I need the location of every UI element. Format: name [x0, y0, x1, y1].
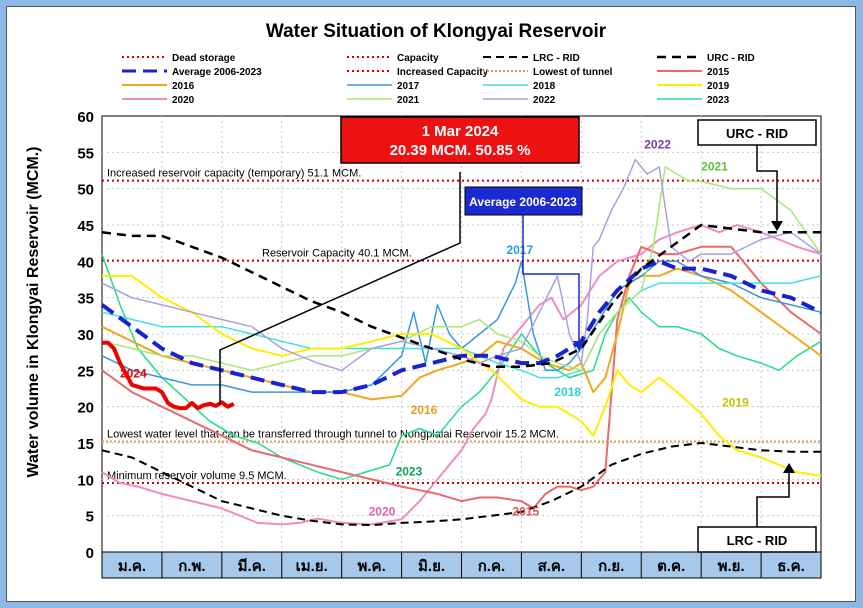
x-tick-label: ก.ย.	[598, 558, 624, 575]
series-line-2018	[101, 275, 822, 379]
reference-label-dead: Minimum reservoir volume 9.5 MCM.	[107, 470, 287, 482]
x-tick-label: ม.ค.	[118, 558, 146, 575]
series-line-2024	[102, 340, 235, 411]
y-axis: 0 5 10 15 20 25 30 35 40 45 50 55 60	[77, 109, 94, 562]
legend-label: URC - RID	[707, 53, 755, 64]
legend-label: 2017	[397, 81, 420, 92]
x-tick-label: ส.ค.	[538, 558, 566, 575]
x-tick-label: พ.ค.	[357, 558, 385, 575]
urc-callout-label: URC - RID	[726, 126, 788, 141]
average-callout-leader	[522, 214, 580, 345]
series-line-2019	[102, 274, 822, 477]
series-label-2023: 2023	[396, 465, 423, 479]
legend-label: 2021	[397, 95, 420, 106]
legend-label: LRC - RID	[533, 53, 580, 64]
lrc-callout-label: LRC - RID	[727, 533, 788, 548]
x-tick-label: ก.ค.	[478, 558, 505, 575]
reference-label-tunnel: Lowest water level that can be transferr…	[107, 429, 559, 441]
series-line-2021	[101, 166, 822, 372]
reference-label-capacity: Reservoir Capacity 40.1 MCM.	[262, 248, 412, 260]
y-tick-label: 0	[86, 545, 94, 562]
y-tick-label: 55	[77, 145, 94, 162]
series-line-2022	[101, 158, 822, 372]
series-layer	[100, 158, 822, 527]
x-tick-label: พ.ย.	[718, 558, 745, 575]
series-line-urc-rid	[101, 223, 821, 368]
legend: Dead storage Capacity LRC - RID URC - RID Av…	[122, 53, 755, 106]
y-tick-label: 40	[77, 254, 94, 271]
legend-label: 2023	[707, 95, 730, 106]
series-label-2022: 2022	[644, 138, 671, 152]
reference-label-increased: Increased reservoir capacity (temporary)…	[107, 168, 361, 180]
x-tick-label: ต.ค.	[657, 558, 685, 575]
y-axis-label: Water volume in Klongyai Reservoir (MCM.…	[25, 146, 42, 477]
series-label-2024: 2024	[120, 367, 147, 381]
average-callout-box	[464, 186, 583, 216]
chart-title: Water Situation of Klongyai Reservoir	[266, 21, 607, 42]
y-tick-label: 25	[77, 363, 94, 380]
y-tick-label: 15	[77, 436, 94, 453]
urc-callout-leader	[756, 145, 778, 225]
y-tick-label: 10	[77, 472, 94, 489]
lrc-callout-box	[697, 526, 817, 553]
y-tick-label: 5	[86, 509, 94, 526]
y-tick-label: 60	[77, 109, 94, 126]
series-label-2018: 2018	[554, 385, 581, 399]
x-axis: ม.ค. ก.พ. มี.ค. เม.ย. พ.ค. มิ.ย. ก.ค. ส.ค. ก.ย. ต…	[101, 551, 822, 579]
legend-label: 2018	[533, 81, 556, 92]
legend-label: 2016	[172, 81, 195, 92]
reference-lines: Minimum reservoir volume 9.5 MCM. Reservo…	[102, 168, 821, 484]
current-callout-date: 1 Mar 2024	[422, 123, 499, 140]
series-label-2020: 2020	[369, 505, 396, 519]
series-line-2015	[101, 245, 822, 510]
series-line-average-2006-2023	[100, 259, 822, 395]
x-tick-label: มี.ค.	[238, 558, 266, 575]
legend-label: 2015	[707, 67, 730, 78]
x-tick-label: เม.ย.	[296, 558, 328, 575]
current-callout-leader	[219, 172, 461, 405]
x-tick-label: ก.พ.	[178, 558, 205, 575]
legend-label: 2022	[533, 95, 556, 106]
current-callout-value: 20.39 MCM. 50.85 %	[390, 142, 531, 159]
lrc-callout-leader	[756, 469, 790, 527]
legend-label: Capacity	[397, 53, 439, 64]
current-callout-box	[340, 116, 580, 164]
legend-label: Average 2006-2023	[172, 67, 262, 78]
y-tick-label: 35	[77, 291, 94, 308]
y-tick-label: 50	[77, 182, 94, 199]
series-line-2017	[101, 260, 822, 393]
lrc-callout-arrow	[783, 463, 795, 473]
chart-svg: Water Situation of Klongyai Reservoir Wa…	[25, 21, 822, 579]
series-label-2021: 2021	[701, 160, 728, 174]
series-label-2016: 2016	[411, 403, 438, 417]
y-tick-label: 20	[77, 400, 94, 417]
legend-label: Dead storage	[172, 53, 236, 64]
urc-callout-arrow	[771, 221, 783, 231]
series-label-2019: 2019	[722, 396, 749, 410]
series-label-2015: 2015	[512, 505, 539, 519]
chart-frame: Water Situation of Klongyai Reservoir Wa…	[6, 6, 856, 602]
average-callout-label: Average 2006-2023	[469, 195, 577, 209]
y-tick-label: 30	[77, 327, 94, 344]
y-tick-label: 45	[77, 218, 94, 235]
series-line-2020	[101, 224, 822, 526]
urc-callout-box	[697, 119, 817, 146]
series-line-lrc-rid	[101, 442, 821, 527]
series-label-2017: 2017	[506, 243, 533, 257]
series-labels: 2024 2016 2017 2018 2019 2020 2015 2021 2022 2023	[120, 138, 749, 519]
legend-label: Lowest of tunnel	[533, 67, 613, 78]
legend-label: 2019	[707, 81, 730, 92]
legend-label: Increased Capacity	[397, 67, 489, 78]
x-tick-label: ธ.ค.	[777, 558, 805, 575]
average-callout-arrow	[573, 341, 585, 351]
legend-label: 2020	[172, 95, 195, 106]
x-tick-label: มิ.ย.	[418, 557, 445, 575]
